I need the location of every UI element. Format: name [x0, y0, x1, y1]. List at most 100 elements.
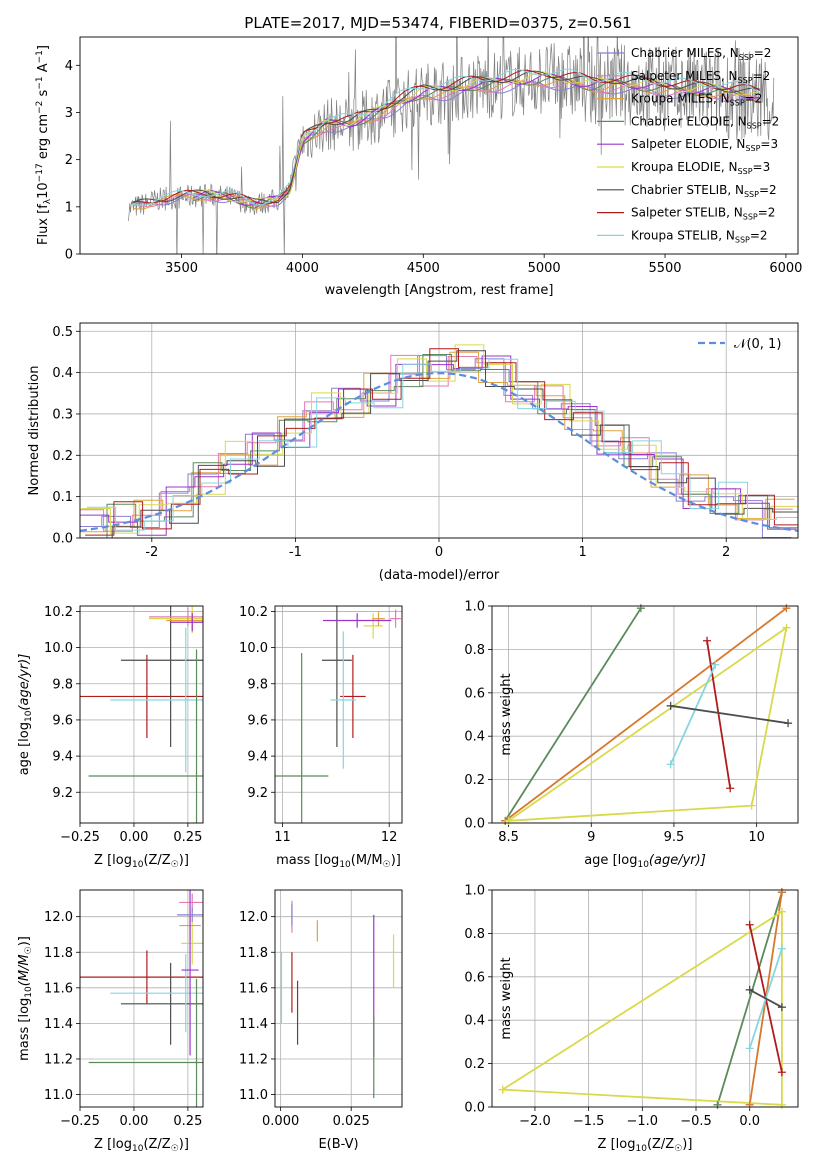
- weight-marker: [504, 816, 513, 825]
- y-axis-label: Normed distribution: [27, 366, 42, 496]
- axes-frame: [79, 605, 204, 824]
- weight-marker: [745, 1100, 754, 1109]
- weight-line: [504, 607, 787, 822]
- x-tick-label: 1: [578, 545, 586, 560]
- x-axis-label: Z [log10(Z/Z☉)]: [598, 1137, 693, 1154]
- y-tick-label: 0.6: [464, 686, 485, 701]
- weight-marker: [666, 701, 675, 710]
- legend-normal-label: 𝒩(0, 1): [734, 337, 781, 352]
- weight-marker: [713, 1100, 722, 1109]
- weight-marker: [711, 660, 720, 669]
- legend-entry: Kroupa MILES, NSSP=2: [631, 92, 762, 108]
- x-tick-label: -1: [289, 545, 302, 560]
- weight-marker: [777, 888, 786, 897]
- x-axis-label: E(B-V): [318, 1137, 358, 1152]
- weight-marker: [784, 719, 793, 728]
- hist-salpeter-stelib: [85, 348, 798, 536]
- weight-marker: [745, 985, 754, 994]
- weight-marker: [636, 604, 645, 613]
- y-tick-label: 11.0: [239, 1088, 268, 1103]
- y-axis-label: mass [log10(M/M☉)]: [17, 936, 34, 1061]
- chart-weight_vs_Z: −2.0 −1.5 −1.0 −0.5 0.0 0.0 0.2 0.4 0.6 0.8 1.0 mas…: [464, 884, 799, 1154]
- x-tick-label: 0.25: [173, 1114, 202, 1129]
- y-tick-label: 9.2: [247, 786, 268, 801]
- y-tick-label: 9.2: [52, 786, 73, 801]
- x-tick-label: -2: [145, 545, 158, 560]
- y-tick-label: 10.2: [44, 605, 73, 620]
- y-tick-label: 1.0: [464, 884, 485, 899]
- weight-line: [749, 989, 783, 1008]
- x-tick-label: −0.5: [680, 1114, 712, 1129]
- mass_vs_Z-plot-area: [80, 890, 203, 1107]
- y-axis-label: age [log10(age/yr)]: [17, 654, 34, 776]
- x-tick-label: 4000: [286, 261, 319, 276]
- legend-entry: Chabrier STELIB, NSSP=2: [631, 183, 777, 199]
- legend-entry: Chabrier ELODIE, NSSP=2: [631, 114, 779, 130]
- x-tick-label: 3500: [165, 261, 198, 276]
- x-tick-label: −2.0: [519, 1114, 551, 1129]
- y-tick-label: 0.1: [52, 490, 73, 505]
- legend-entry: Chabrier MILES, NSSP=2: [631, 46, 771, 62]
- x-tick-label: −0.25: [60, 830, 100, 845]
- x-tick-label: 9: [587, 830, 595, 845]
- x-tick-label: 0.00: [119, 1114, 148, 1129]
- y-tick-label: 10.0: [44, 641, 73, 656]
- figure-title: PLATE=2017, MJD=53474, FIBERID=0375, z=0…: [244, 14, 631, 32]
- model-line-chabrier-elodie: [193, 76, 760, 209]
- y-tick-label: 9.4: [247, 750, 268, 765]
- axes-frame: [79, 889, 204, 1108]
- y-tick-label: 11.6: [239, 981, 268, 996]
- legend-entry: Salpeter MILES, NSSP=2: [631, 69, 770, 85]
- legend-entry: Salpeter STELIB, NSSP=2: [631, 206, 775, 222]
- age_vs_Z-plot-area: [80, 606, 203, 823]
- axes-frame: [79, 36, 799, 255]
- weight-marker: [777, 944, 786, 953]
- weight_vs_age-plot-area: [492, 606, 798, 823]
- weight-line: [669, 664, 717, 765]
- y-tick-label: 1.0: [464, 600, 485, 615]
- weight-marker: [777, 1100, 786, 1109]
- normal-curve: [80, 371, 798, 532]
- x-tick-label: 10: [748, 830, 765, 845]
- y-axis-label: mass weight: [499, 957, 514, 1039]
- weight-marker: [498, 1085, 507, 1094]
- legend-entry: Salpeter ELODIE, NSSP=3: [631, 137, 778, 153]
- weight-marker: [777, 907, 786, 916]
- hist-kroupa-miles: [80, 351, 795, 533]
- age_vs_mass-plot-area: [275, 606, 402, 823]
- y-tick-label: 0.5: [52, 325, 73, 340]
- y-tick-label: 11.8: [44, 946, 73, 961]
- chart-mass_vs_Z: −0.25 0.00 0.25 11.0 11.2 11.4 11.6 11.8 12.0 Z […: [17, 889, 204, 1154]
- model-line-kroupa-elodie: [193, 71, 760, 203]
- x-tick-label: 12: [381, 830, 398, 845]
- weight-marker: [703, 636, 712, 645]
- weight-marker: [666, 760, 675, 769]
- y-tick-label: 0.4: [464, 730, 485, 745]
- y-tick-label: 11.2: [44, 1052, 73, 1067]
- axes-frame: [491, 889, 799, 1108]
- chart-spectrum: 3500 4000 4500 5000 5500 6000 0 1 2 3 4 wavelength …: [35, 36, 802, 298]
- x-tick-label: −0.25: [60, 1114, 100, 1129]
- y-tick-label: 0.0: [464, 817, 485, 832]
- weight-marker: [726, 784, 735, 793]
- y-tick-label: 0.2: [52, 449, 73, 464]
- y-tick-label: 11.0: [44, 1088, 73, 1103]
- x-tick-label: 4500: [407, 261, 440, 276]
- y-axis-label: mass weight: [499, 673, 514, 755]
- y-tick-label: 11.4: [44, 1017, 73, 1032]
- weight-marker: [745, 920, 754, 929]
- y-tick-label: 9.4: [52, 750, 73, 765]
- x-tick-label: 0.000: [262, 1114, 299, 1129]
- weight-marker: [777, 1068, 786, 1077]
- y-tick-label: 10.0: [239, 641, 268, 656]
- weight-marker: [747, 801, 756, 810]
- axes-frame: [491, 605, 799, 824]
- y-tick-label: 9.8: [247, 677, 268, 692]
- x-tick-label: −1.0: [627, 1114, 659, 1129]
- x-tick-label: 0.0: [739, 1114, 760, 1129]
- weight-line: [706, 640, 732, 789]
- x-tick-label: 8.5: [498, 830, 519, 845]
- weight-line: [716, 891, 783, 1106]
- chart-weight_vs_age: 8.5 9 9.5 10 0.0 0.2 0.4 0.6 0.8 1.0 mass weight ag…: [464, 600, 799, 870]
